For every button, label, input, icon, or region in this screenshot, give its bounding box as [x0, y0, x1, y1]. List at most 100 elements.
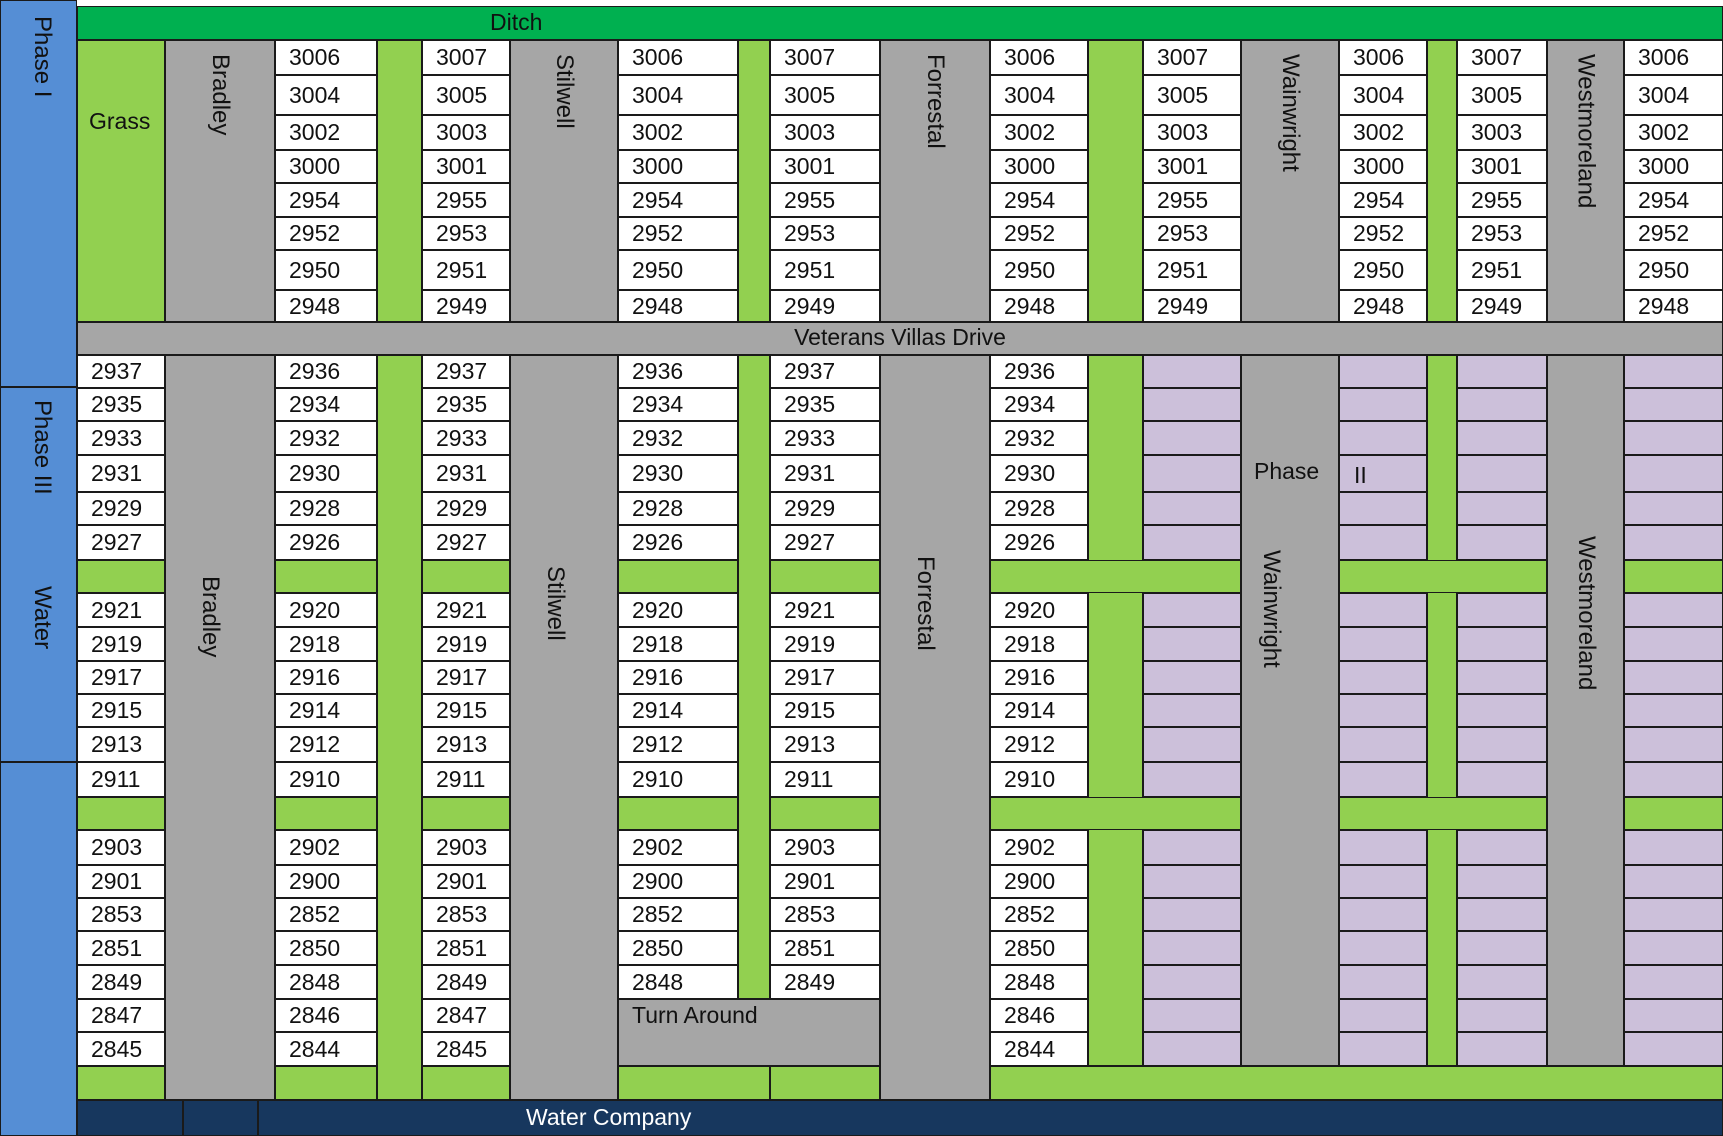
- lot-number: 2921: [770, 593, 880, 627]
- lot-number: 2934: [618, 388, 738, 421]
- phase-two-lot: [1457, 898, 1547, 931]
- lot-number: 2920: [275, 593, 377, 627]
- street-label-bradley: Bradley: [207, 54, 234, 136]
- grass-label: Grass: [89, 108, 151, 134]
- phase-two-lot: [1457, 694, 1547, 727]
- phase-one-band: [0, 0, 77, 387]
- lot-number: 3004: [618, 75, 738, 115]
- lot-number: 2954: [618, 183, 738, 217]
- lot-number: 3001: [770, 150, 880, 183]
- lot-number: 2955: [422, 183, 510, 217]
- lot-number: 2853: [422, 898, 510, 931]
- lot-number: 2928: [990, 492, 1088, 525]
- street-wainwright-bottom: [1241, 355, 1339, 1066]
- green-gap: [770, 560, 880, 593]
- lot-number: 2951: [422, 250, 510, 290]
- lot-number: 2937: [422, 355, 510, 388]
- phase-two-lot: [1457, 627, 1547, 661]
- lot-number: 2917: [422, 661, 510, 694]
- phase-two-lot: [1339, 525, 1427, 560]
- lot-number: 2918: [990, 627, 1088, 661]
- phase-two-lot: [1339, 455, 1427, 492]
- phase-two-lot: [1143, 388, 1241, 421]
- lot-number: 2950: [990, 250, 1088, 290]
- lot-number: 2910: [618, 762, 738, 797]
- lot-number: 2844: [990, 1032, 1088, 1066]
- street-bradley-bottom: [165, 355, 275, 1100]
- lot-number: 2927: [770, 525, 880, 560]
- phase-two-lot: [1339, 421, 1427, 455]
- street-forrestal-top: [880, 40, 990, 322]
- street-wainwright-top: [1241, 40, 1339, 322]
- lot-number: 3000: [618, 150, 738, 183]
- lot-number: 3005: [770, 75, 880, 115]
- lot-number: 2903: [77, 830, 165, 865]
- lot-number: 2953: [422, 217, 510, 250]
- phase-two-lot: [1457, 999, 1547, 1032]
- lot-number: 2848: [275, 965, 377, 999]
- lot-number: 2932: [990, 421, 1088, 455]
- lot-number: 2954: [1624, 183, 1723, 217]
- lot-number: 3002: [618, 115, 738, 150]
- phase-two-lot: [1143, 492, 1241, 525]
- lot-number: 2951: [770, 250, 880, 290]
- lot-number: 2931: [770, 455, 880, 492]
- lot-number: 2921: [77, 593, 165, 627]
- phase-two-lot: [1339, 492, 1427, 525]
- lot-number: 2918: [618, 627, 738, 661]
- phase-two-lot: [1339, 1032, 1427, 1066]
- phase-two-lot: [1624, 627, 1723, 661]
- lot-number: 3005: [1457, 75, 1547, 115]
- lot-number: 3007: [1143, 40, 1241, 75]
- lot-number: 2931: [422, 455, 510, 492]
- lot-number: 2932: [275, 421, 377, 455]
- lot-number: 2934: [275, 388, 377, 421]
- lot-number: 2948: [618, 290, 738, 322]
- phase-three-band: [0, 387, 77, 762]
- phase-two-lot: [1339, 388, 1427, 421]
- lot-number: 3004: [1339, 75, 1427, 115]
- water-company-block: [183, 1100, 258, 1136]
- lot-number: 2851: [770, 931, 880, 965]
- lot-number: 2948: [1624, 290, 1723, 322]
- street-label-forrestal-lower: Forrestal: [912, 556, 939, 651]
- lot-number: 2952: [1624, 217, 1723, 250]
- lot-number: 2933: [77, 421, 165, 455]
- lot-number: 2934: [990, 388, 1088, 421]
- lot-number: 2927: [77, 525, 165, 560]
- phase-two-lot: [1624, 898, 1723, 931]
- lot-number: 3000: [1624, 150, 1723, 183]
- green-strip: [738, 355, 770, 999]
- lot-number: 2953: [1143, 217, 1241, 250]
- lot-number: 2915: [770, 694, 880, 727]
- water-company-label: Water Company: [526, 1104, 692, 1130]
- lot-number: 2912: [275, 727, 377, 762]
- lot-number: 2937: [770, 355, 880, 388]
- lot-number: 3003: [422, 115, 510, 150]
- green-gap: [77, 797, 165, 830]
- green-gap-bar: [1339, 797, 1547, 830]
- phase-two-lot: [1457, 492, 1547, 525]
- phase-two-lot: [1624, 830, 1723, 865]
- lot-number: 2955: [1143, 183, 1241, 217]
- phase-two-label-b: II: [1354, 462, 1367, 488]
- phase-two-lot: [1457, 727, 1547, 762]
- lot-number: 2916: [618, 661, 738, 694]
- lot-number: 2910: [990, 762, 1088, 797]
- phase-two-lot: [1339, 762, 1427, 797]
- phase-two-lot: [1624, 694, 1723, 727]
- water-company-block: [258, 1100, 1723, 1136]
- phase-two-lot: [1624, 931, 1723, 965]
- phase-two-lot: [1624, 762, 1723, 797]
- phase-two-lot: [1457, 661, 1547, 694]
- lot-number: 2950: [618, 250, 738, 290]
- lot-number: 2950: [1624, 250, 1723, 290]
- lot-number: 3007: [1457, 40, 1547, 75]
- lot-number: 2928: [275, 492, 377, 525]
- lot-number: 2931: [77, 455, 165, 492]
- phase-two-lot: [1624, 388, 1723, 421]
- phase-two-lot: [1339, 694, 1427, 727]
- lot-number: 2901: [77, 865, 165, 898]
- ditch: [77, 6, 1723, 40]
- phase-two-lot: [1457, 593, 1547, 627]
